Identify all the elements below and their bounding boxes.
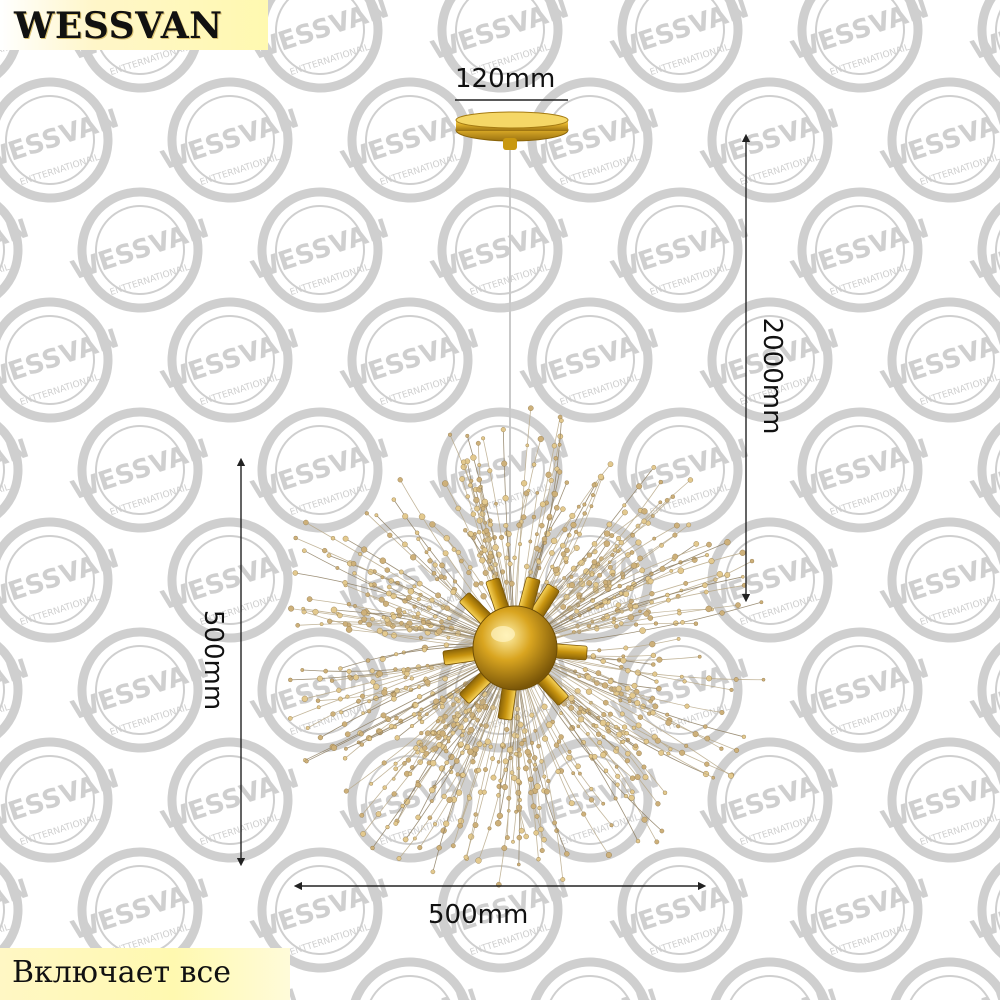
brand-logo-text: WESSVAN xyxy=(14,5,223,47)
fixture-height-label: 500mm xyxy=(198,609,228,711)
canopy-width-label: 120mm xyxy=(455,64,556,94)
fixture-width-label: 500mm xyxy=(428,900,529,930)
caption-badge xyxy=(0,948,290,1000)
cable-height-label: 2000mm xyxy=(757,317,787,435)
dimension-lines xyxy=(236,99,751,891)
brand-badge xyxy=(0,0,268,50)
ceiling-canopy xyxy=(455,111,569,150)
chandelier-core xyxy=(442,576,588,721)
caption-text: Включает все xyxy=(12,955,232,990)
